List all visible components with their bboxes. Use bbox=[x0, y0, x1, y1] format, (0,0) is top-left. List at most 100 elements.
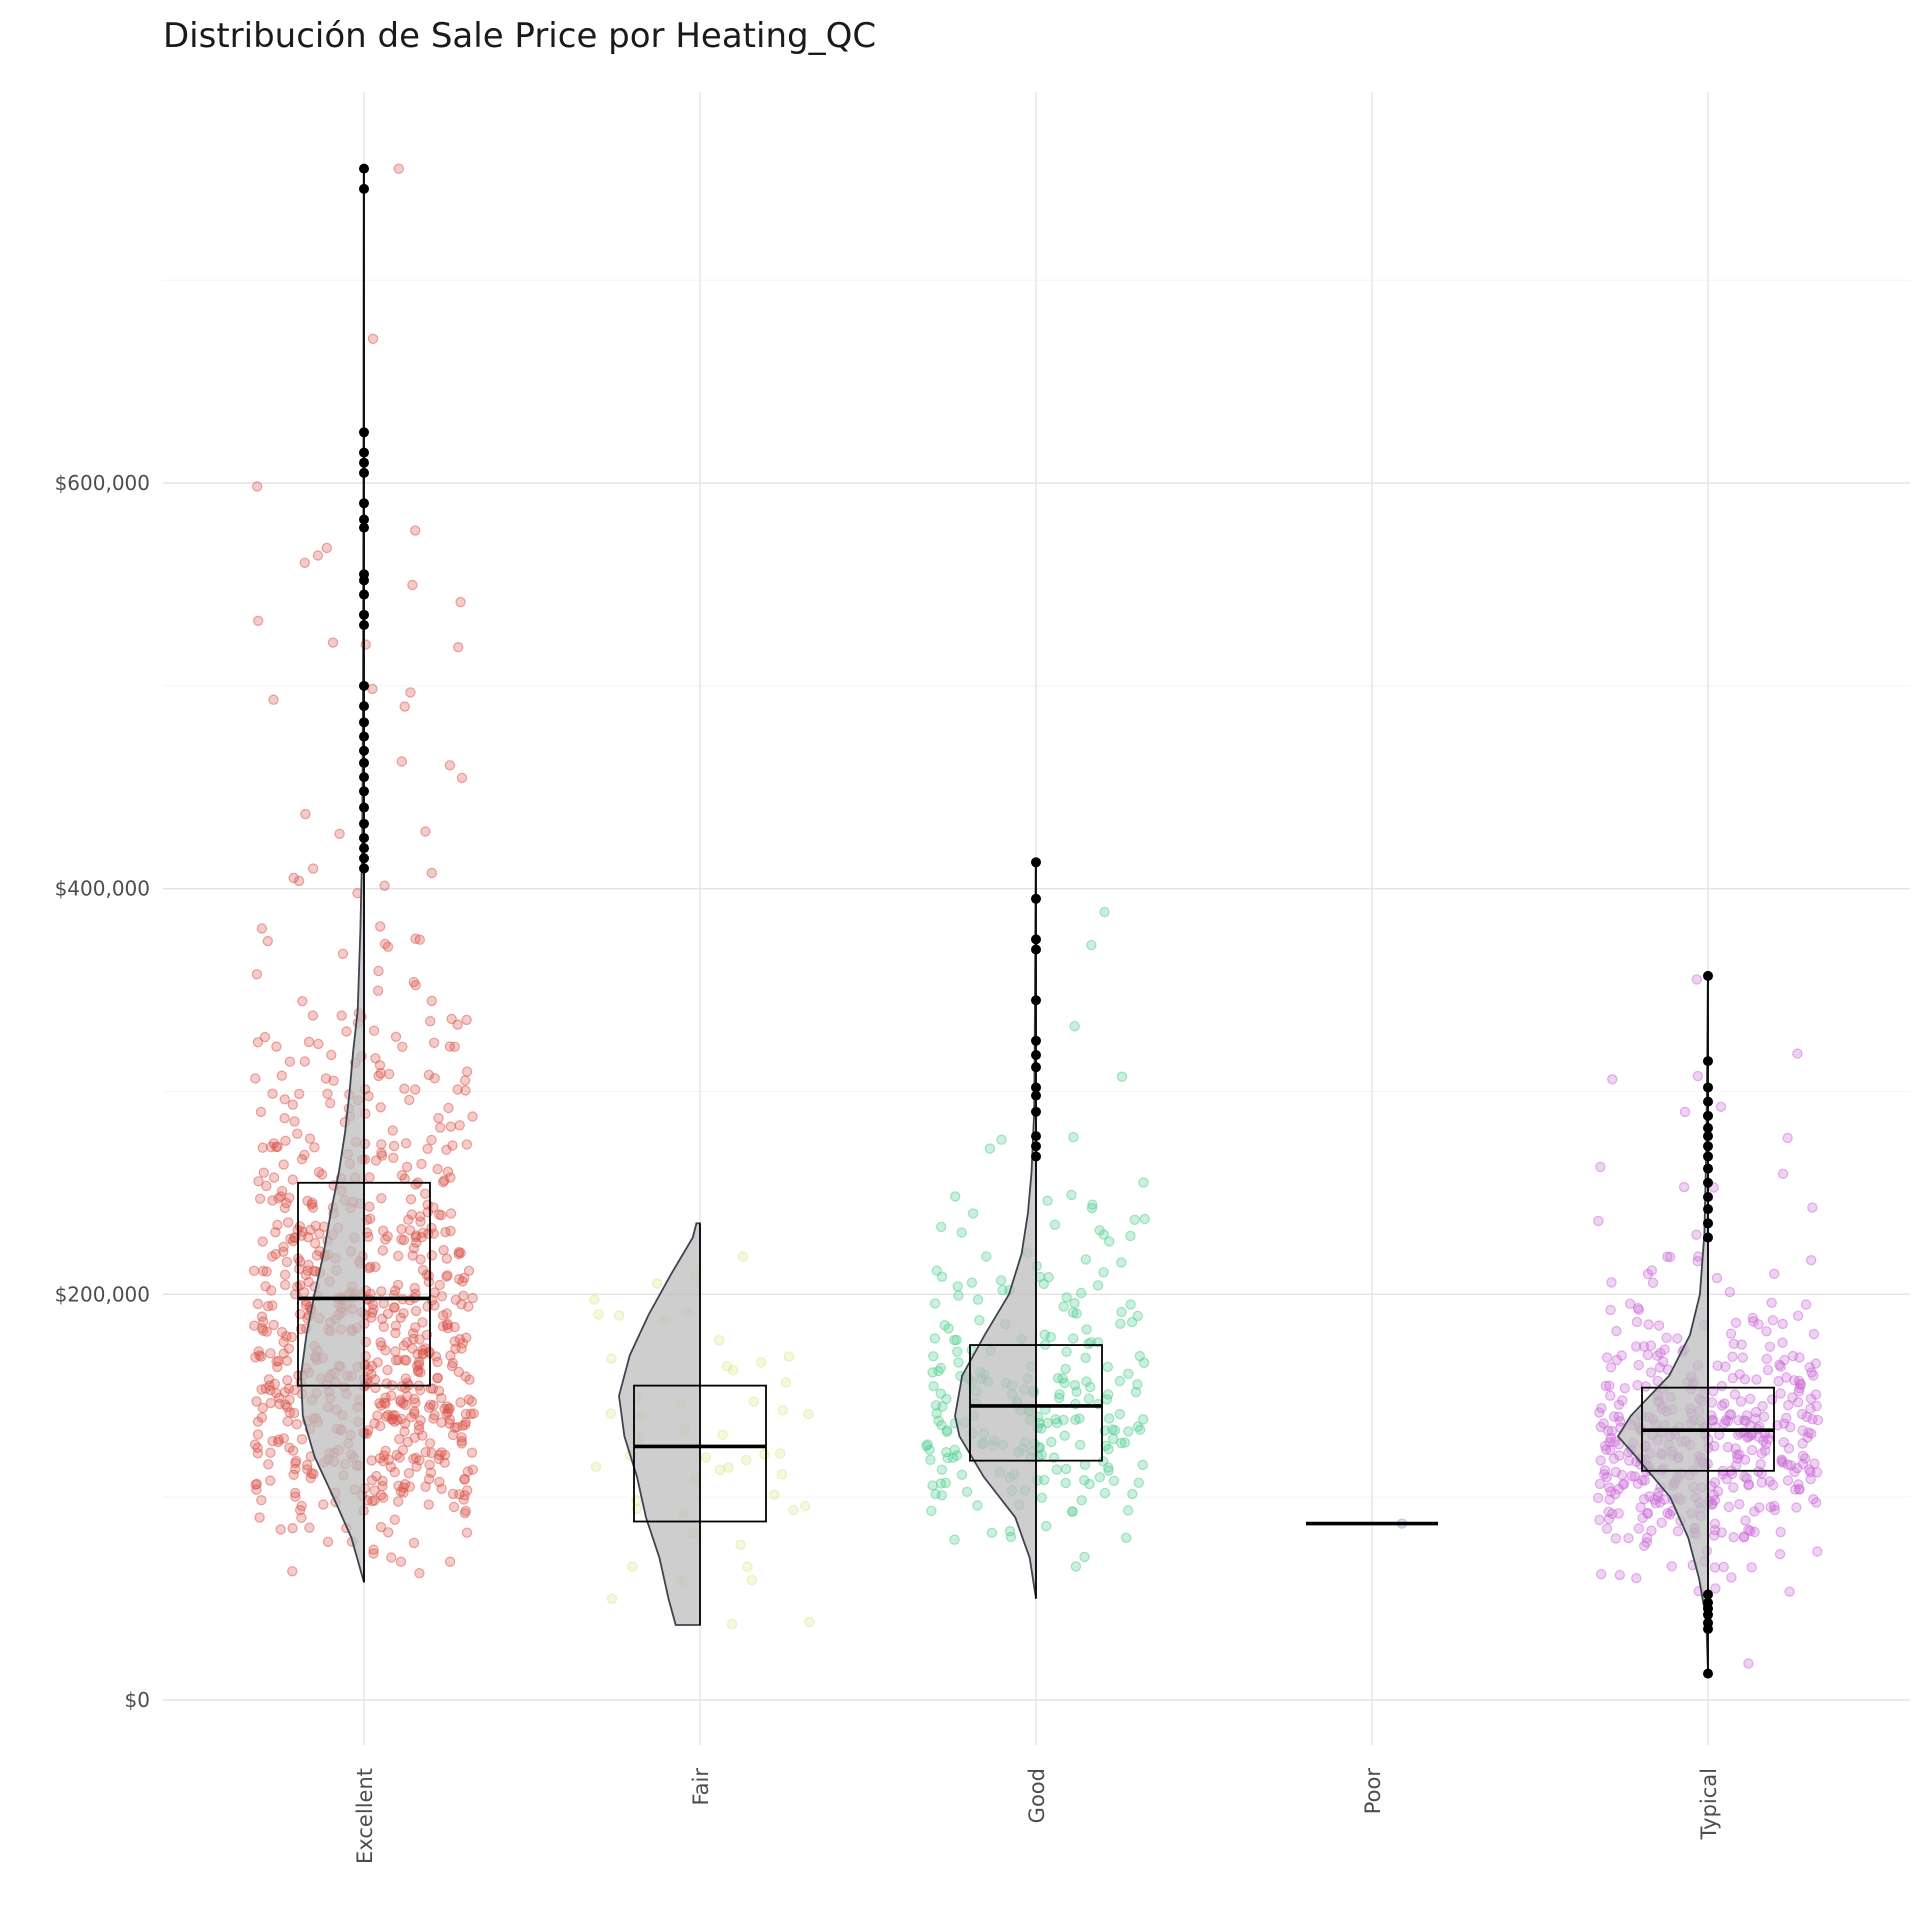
data-point bbox=[1645, 1340, 1657, 1351]
data-point bbox=[1120, 1532, 1132, 1544]
data-point bbox=[1605, 1390, 1616, 1401]
data-point bbox=[382, 1364, 393, 1376]
data-point bbox=[1766, 1394, 1778, 1405]
data-point bbox=[1084, 1478, 1095, 1490]
data-point bbox=[1130, 1386, 1142, 1398]
data-point bbox=[256, 1311, 268, 1322]
data-point bbox=[1078, 1474, 1090, 1486]
data-point bbox=[1757, 1400, 1768, 1412]
data-point bbox=[950, 1191, 961, 1202]
data-point bbox=[452, 1084, 463, 1095]
y-axis-ticks: $0 $200,000 $400,000 $600,000 bbox=[55, 471, 150, 1712]
data-point bbox=[408, 976, 419, 988]
data-point bbox=[253, 615, 264, 627]
data-point bbox=[454, 1120, 465, 1131]
data-point bbox=[437, 1176, 449, 1188]
data-point bbox=[303, 1036, 315, 1048]
data-point bbox=[413, 1420, 425, 1431]
data-point bbox=[735, 1539, 746, 1550]
data-point bbox=[415, 1211, 426, 1222]
data-point bbox=[1596, 1402, 1607, 1414]
data-point bbox=[1761, 1353, 1773, 1365]
data-point bbox=[926, 1505, 937, 1517]
data-point bbox=[1080, 1352, 1091, 1364]
data-point bbox=[1753, 1319, 1764, 1330]
data-point bbox=[1811, 1400, 1822, 1412]
data-point bbox=[941, 1446, 952, 1458]
data-point bbox=[1653, 1320, 1665, 1331]
data-point bbox=[394, 1452, 405, 1463]
data-point bbox=[409, 1393, 420, 1405]
data-point bbox=[1678, 1181, 1690, 1193]
data-point bbox=[375, 1337, 386, 1348]
data-point bbox=[390, 1031, 402, 1043]
data-point bbox=[1734, 1498, 1745, 1510]
data-point bbox=[401, 1161, 413, 1173]
data-point bbox=[388, 1140, 400, 1152]
outlier-point bbox=[359, 832, 369, 843]
data-point bbox=[384, 1068, 395, 1080]
data-point bbox=[434, 1279, 445, 1291]
data-point bbox=[259, 1031, 271, 1043]
data-point bbox=[461, 1527, 473, 1538]
data-point bbox=[377, 1313, 388, 1325]
outlier-point bbox=[1031, 1131, 1041, 1142]
data-point bbox=[961, 1486, 973, 1498]
data-point bbox=[1664, 1251, 1676, 1263]
data-point bbox=[279, 1269, 291, 1281]
data-point bbox=[1746, 1444, 1758, 1456]
data-point bbox=[1616, 1469, 1628, 1481]
data-point bbox=[1734, 1449, 1745, 1460]
data-point bbox=[1727, 1351, 1738, 1362]
data-point bbox=[257, 1265, 269, 1277]
data-point bbox=[396, 756, 407, 767]
data-point bbox=[336, 1010, 347, 1021]
data-point bbox=[1116, 1071, 1128, 1082]
data-point bbox=[1741, 1473, 1752, 1484]
data-point bbox=[296, 1433, 308, 1445]
outlier-point bbox=[359, 498, 369, 509]
data-point bbox=[379, 938, 391, 950]
y-tick-label: $600,000 bbox=[55, 471, 150, 495]
data-point bbox=[436, 1483, 447, 1495]
data-point bbox=[372, 985, 384, 996]
data-point bbox=[1081, 1376, 1092, 1387]
data-point bbox=[435, 1122, 446, 1133]
data-point bbox=[267, 1195, 278, 1206]
data-point bbox=[417, 1348, 429, 1359]
data-point bbox=[309, 1142, 320, 1153]
data-point bbox=[405, 1194, 417, 1205]
data-point bbox=[1633, 1359, 1644, 1371]
data-point bbox=[1129, 1214, 1140, 1226]
data-point bbox=[1647, 1277, 1659, 1289]
data-point bbox=[461, 1139, 473, 1150]
data-point bbox=[1766, 1297, 1777, 1309]
data-point bbox=[250, 1073, 261, 1084]
data-point bbox=[395, 1396, 406, 1408]
data-point bbox=[367, 1299, 378, 1310]
data-point bbox=[369, 1374, 381, 1385]
data-point bbox=[1067, 1333, 1079, 1344]
data-point bbox=[441, 1253, 452, 1264]
data-point bbox=[412, 1360, 423, 1372]
x-tick-label: Poor bbox=[1361, 1768, 1385, 1815]
data-point bbox=[1049, 1219, 1061, 1230]
data-point bbox=[410, 1305, 422, 1317]
data-point bbox=[1098, 1267, 1109, 1278]
data-point bbox=[1738, 1532, 1750, 1543]
data-point bbox=[432, 1163, 443, 1175]
data-point bbox=[1132, 1310, 1144, 1322]
data-point bbox=[714, 1464, 726, 1476]
data-point bbox=[1083, 1338, 1094, 1350]
data-point bbox=[1115, 1318, 1126, 1330]
data-point bbox=[1749, 1526, 1760, 1538]
data-point bbox=[1654, 1362, 1666, 1373]
data-point bbox=[1607, 1074, 1618, 1085]
data-point bbox=[444, 1556, 456, 1567]
data-point bbox=[1797, 1458, 1809, 1470]
data-point bbox=[1605, 1304, 1616, 1316]
data-point bbox=[1139, 1213, 1150, 1225]
data-point bbox=[415, 1216, 426, 1227]
data-point bbox=[1773, 1375, 1784, 1387]
data-point bbox=[445, 1121, 456, 1132]
